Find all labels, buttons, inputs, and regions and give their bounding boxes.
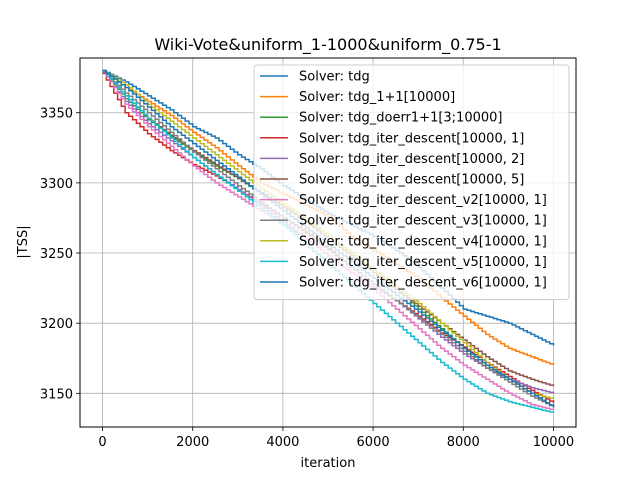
axis-ticks: 0 2000 4000 6000 8000 10000 3150 3200 3250 3300 33… [40, 107, 574, 450]
x-axis-label: iteration [301, 456, 356, 471]
legend-label: Solver: tdg_iter_descent_v4[10000, 1] [299, 234, 547, 249]
legend-label: Solver: tdg_iter_descent_v6[10000, 1] [299, 276, 547, 291]
legend-label: Solver: tdg_iter_descent_v2[10000, 1] [299, 193, 547, 208]
legend-label: Solver: tdg [299, 70, 370, 85]
legend-frame [253, 64, 570, 301]
legend-label: Solver: tdg_iter_descent[10000, 2] [299, 152, 524, 167]
chart-title: Wiki-Vote&uniform_1-1000&uniform_0.75-1 [154, 35, 501, 55]
x-tick-label: 2000 [176, 435, 209, 450]
y-tick-label: 3300 [40, 177, 73, 192]
legend-label: Solver: tdg_iter_descent_v5[10000, 1] [299, 255, 547, 270]
x-tick-label: 4000 [266, 435, 299, 450]
x-tick-label: 0 [98, 435, 106, 450]
y-tick-label: 3350 [40, 107, 73, 122]
legend-label: Solver: tdg_iter_descent[10000, 5] [299, 173, 524, 188]
legend-label: Solver: tdg_doerr1+1[3;10000] [299, 111, 503, 126]
plot-frame [79, 57, 577, 428]
legend-label: Solver: tdg_iter_descent[10000, 1] [299, 131, 524, 146]
y-tick-label: 3250 [40, 247, 73, 262]
legend-label: Solver: tdg_iter_descent_v3[10000, 1] [299, 214, 547, 229]
legend: Solver: tdg Solver: tdg_1+1[10000] Solver:… [253, 64, 570, 301]
y-tick-label: 3150 [40, 387, 73, 402]
x-tick-label: 8000 [447, 435, 480, 450]
x-tick-label: 6000 [357, 435, 390, 450]
legend-label: Solver: tdg_1+1[10000] [299, 90, 455, 105]
y-tick-label: 3200 [40, 317, 73, 332]
y-axis-label: |TSS| [16, 225, 31, 258]
x-tick-label: 10000 [533, 435, 574, 450]
